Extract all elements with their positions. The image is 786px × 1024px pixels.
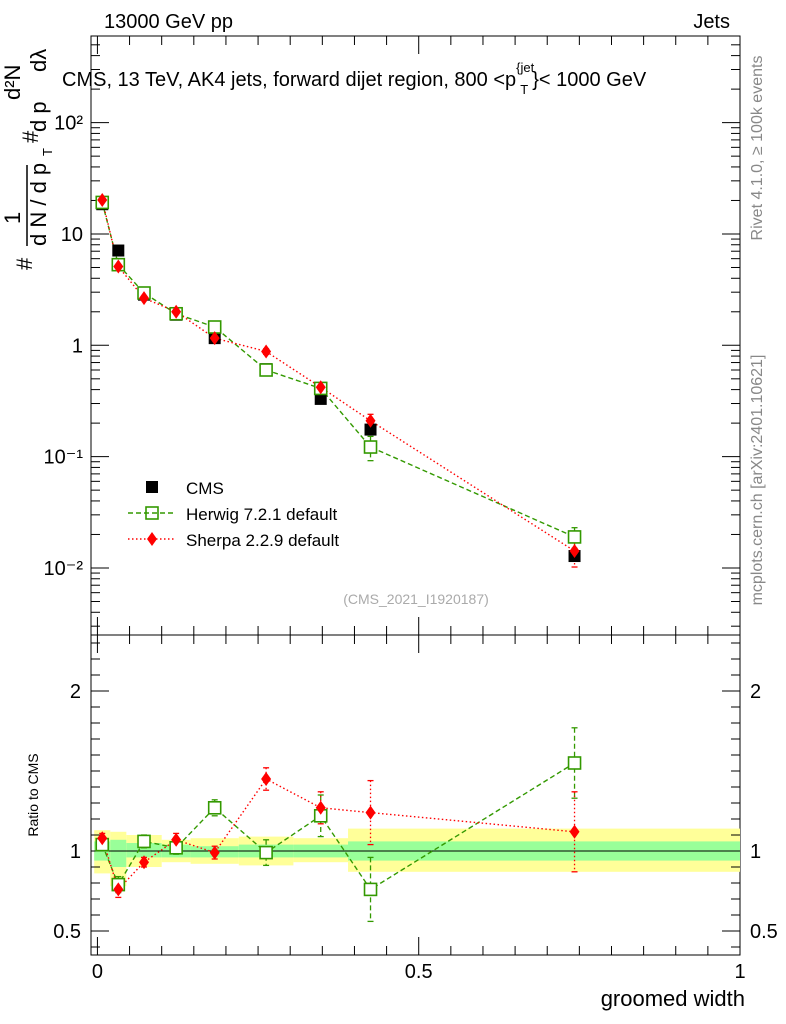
ratio-sherpa-point (139, 855, 150, 870)
ratio-sherpa-point (209, 845, 220, 860)
ylabel-d2N: d²N (0, 65, 25, 100)
ylabel-dlambda: dλ (26, 49, 51, 72)
x-tick-label: 0.5 (405, 961, 433, 983)
ratio-sherpa-point (365, 805, 376, 820)
ratio-sherpa-point (315, 800, 326, 815)
cms-point (112, 244, 125, 257)
header-left: 13000 GeV pp (104, 11, 233, 33)
herwig-point (259, 363, 273, 377)
sherpa-point (113, 259, 124, 274)
sherpa-line (101, 199, 575, 552)
ratio-sherpa-point (171, 832, 182, 847)
ylabel-frac-den: d N / d p (26, 163, 51, 246)
plot-title: CMS, 13 TeV, AK4 jets, forward dijet reg… (62, 60, 647, 97)
x-tick-label: 0 (92, 961, 103, 983)
legend: CMS Herwig 7.2.1 default Sherpa 2.2.9 de… (128, 479, 339, 550)
ratio-sherpa-point (569, 824, 580, 839)
data-series (95, 192, 582, 923)
sherpa-point (261, 344, 272, 359)
x-tick-label: 1 (734, 961, 745, 983)
herwig-point (363, 440, 378, 454)
main-ylabel: # 1 d N / d p T # d p d²N dλ (0, 49, 55, 270)
ratio-y-tick-label-right: 1 (750, 841, 761, 863)
ratio-herwig-point (259, 845, 273, 860)
plot-title-sub: T (520, 82, 528, 97)
ylabel-hash: # (12, 257, 37, 270)
ylabel-hash2: # (18, 130, 43, 143)
ratio-herwig-point (363, 882, 378, 897)
ratio-herwig-point (207, 800, 222, 815)
ratio-y-tick-label: 2 (70, 681, 81, 703)
sherpa-point (315, 380, 326, 395)
main-y-tick-label: 10 (61, 224, 83, 246)
ratio-bands (94, 828, 740, 887)
legend-herwig-marker (145, 506, 159, 520)
ratio-band-inner (110, 839, 127, 867)
ratio-y-tick-label: 0.5 (53, 921, 81, 943)
ratio-herwig-line (101, 762, 575, 891)
main-y-tick-label: 10⁻² (44, 558, 84, 580)
ylabel-dpT: d p (26, 101, 51, 132)
ylabel-frac-num: 1 (0, 212, 25, 224)
legend-cms-marker (146, 481, 158, 493)
sherpa-point (171, 304, 182, 319)
main-y-tick-label: 1 (72, 335, 83, 357)
sherpa-point (209, 331, 220, 346)
sherpa-point (97, 192, 108, 207)
plot-title-tail: }< 1000 GeV (532, 69, 647, 91)
ratio-sherpa-point (113, 882, 124, 897)
sherpa-point (569, 544, 580, 559)
sherpa-point (139, 291, 150, 306)
legend-sherpa-marker (147, 532, 157, 546)
plot-title-sup: {jet (516, 60, 534, 75)
ratio-herwig-point (137, 834, 151, 849)
ratio-frame (90, 634, 741, 956)
herwig-point (567, 530, 582, 544)
plot-title-main: CMS, 13 TeV, AK4 jets, forward dijet reg… (62, 69, 516, 91)
ratio-y-tick-label: 1 (70, 841, 81, 863)
xlabel: groomed width (601, 986, 745, 1011)
legend-sherpa-label: Sherpa 2.2.9 default (186, 531, 339, 550)
main-y-tick-label: 10² (54, 113, 83, 135)
ratio-y-tick-label-right: 0.5 (750, 921, 778, 943)
ratio-herwig-point (567, 756, 582, 770)
legend-herwig-label: Herwig 7.2.1 default (186, 505, 337, 524)
legend-cms-label: CMS (186, 479, 224, 498)
header-right: Jets (693, 11, 730, 33)
rivet-watermark: Rivet 4.1.0, ≥ 100k events (749, 56, 766, 241)
mcplots-watermark: mcplots.cern.ch [arXiv:2401.10621] (749, 355, 766, 606)
main-y-tick-label: 10⁻¹ (44, 447, 84, 469)
ratio-band-inner (126, 843, 162, 858)
ratio-sherpa-point (97, 831, 108, 846)
herwig-line (101, 202, 575, 538)
sherpa-point (365, 413, 376, 428)
ratio-y-tick-label-right: 2 (750, 681, 761, 703)
analysis-id: (CMS_2021_I1920187) (343, 591, 489, 607)
cms-point (364, 423, 377, 436)
ratio-sherpa-point (261, 772, 272, 786)
cms-point (314, 392, 327, 405)
ylabel-T: T (40, 148, 55, 156)
ratio-ylabel: Ratio to CMS (25, 753, 41, 836)
